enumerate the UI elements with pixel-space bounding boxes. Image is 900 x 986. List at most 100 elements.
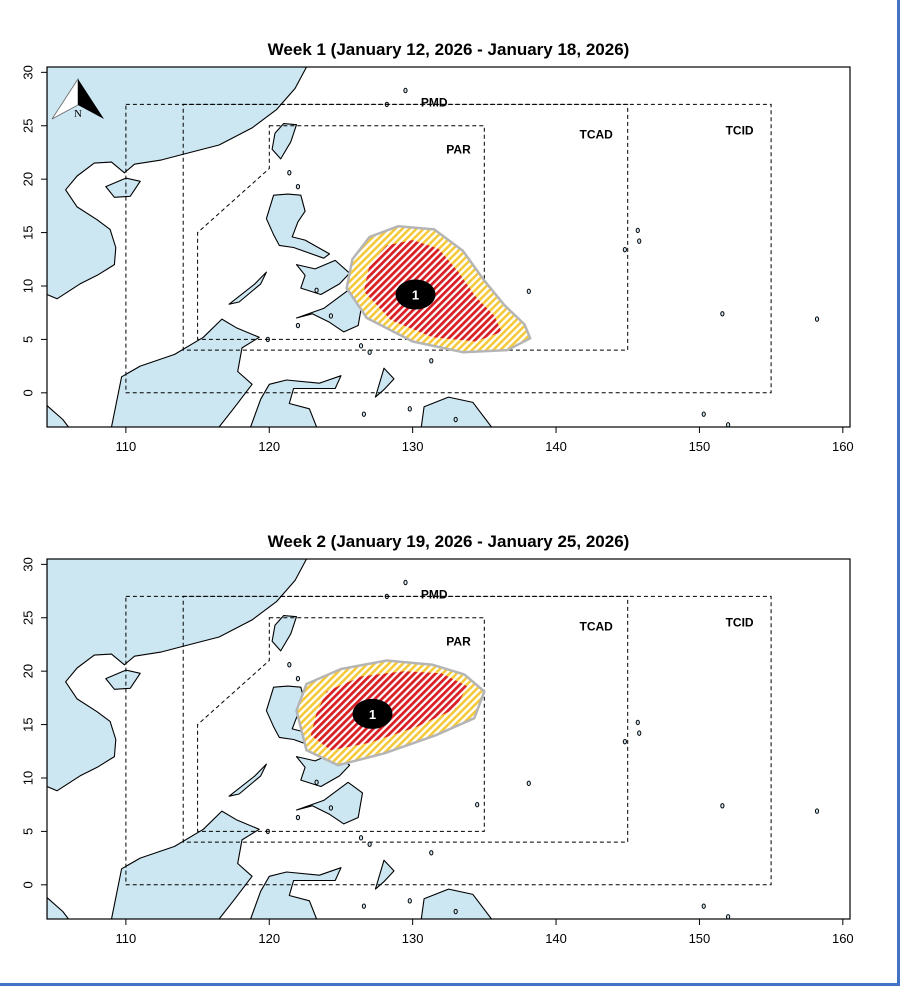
islet [726, 422, 731, 427]
y-tick-label: 30 [20, 65, 35, 79]
y-tick-label: 10 [20, 279, 35, 293]
islet [701, 903, 706, 909]
islet [361, 411, 366, 417]
islet [407, 898, 412, 904]
week-1-title: Week 1 (January 12, 2026 - January 18, 2… [267, 40, 630, 59]
islet [361, 903, 366, 909]
land-halmahera [374, 859, 395, 890]
x-tick-label: 130 [402, 931, 424, 946]
islet [720, 803, 725, 809]
land-visayas [295, 259, 351, 296]
tcad-label: TCAD [580, 128, 614, 142]
islet [814, 316, 820, 322]
par-boundary [197, 125, 485, 340]
tcid-label: TCID [726, 123, 754, 137]
week-1-panel: Week 1 (January 12, 2026 - January 18, 2… [0, 0, 900, 470]
land-sumatra [47, 405, 70, 427]
x-tick-label: 160 [832, 439, 854, 454]
land-hainan [105, 177, 141, 198]
islet [295, 814, 301, 821]
islet [295, 183, 301, 190]
y-tick-label: 25 [20, 611, 35, 625]
land-palawan [228, 271, 267, 305]
land-borneo [110, 810, 260, 919]
tcad-boundary [182, 595, 629, 843]
land-asia [47, 559, 308, 792]
land-halmahera [374, 367, 395, 398]
islet [328, 805, 334, 811]
land-taiwan [271, 123, 298, 160]
x-tick-label: 150 [689, 931, 711, 946]
islet [287, 170, 292, 176]
tcid-label: TCID [726, 615, 754, 629]
islet [526, 288, 531, 295]
islet [295, 322, 301, 329]
islet [635, 227, 640, 234]
land-asia [47, 67, 308, 300]
y-tick-label: 5 [20, 336, 35, 343]
land-borneo [110, 318, 260, 427]
par-label: PAR [446, 143, 471, 157]
x-tick-label: 150 [689, 439, 711, 454]
islet [637, 238, 642, 244]
x-tick-label: 120 [258, 439, 280, 454]
y-tick-label: 0 [20, 389, 35, 396]
islet [403, 579, 408, 586]
islet [314, 287, 319, 293]
islet [720, 311, 725, 317]
islet [453, 416, 458, 423]
map-content: 1 PMD TCAD TCID PAR [47, 559, 820, 919]
islet [726, 914, 731, 919]
y-tick-label: 15 [20, 225, 35, 239]
islet [429, 358, 434, 364]
y-tick-label: 30 [20, 557, 35, 571]
y-tick-label: 20 [20, 664, 35, 678]
islet [403, 87, 408, 94]
land-luzon [265, 193, 331, 259]
plot-frame [46, 558, 851, 920]
y-tick-label: 5 [20, 828, 35, 835]
x-tick-label: 110 [115, 931, 136, 946]
plot-frame [46, 66, 851, 428]
north-arrow-label: N [74, 108, 82, 120]
map-content: 1 PMD TCAD TCID PAR [47, 67, 820, 427]
islet [814, 808, 820, 814]
islet [328, 313, 334, 319]
land-sulawesi [250, 375, 342, 427]
islet [637, 730, 642, 736]
pmd-label: PMD [421, 96, 448, 110]
islet [358, 835, 364, 841]
islet [295, 675, 301, 682]
islet [429, 850, 434, 856]
islet [622, 738, 627, 745]
tc-marker [352, 698, 393, 729]
islet [453, 908, 458, 915]
pmd-label: PMD [421, 588, 448, 602]
islet [367, 841, 372, 847]
islet [475, 801, 480, 808]
islet [314, 779, 319, 785]
land-hainan [105, 669, 141, 690]
islet [287, 662, 292, 668]
land-new-guinea [420, 888, 493, 919]
land-sumatra [47, 897, 70, 919]
y-tick-label: 10 [20, 771, 35, 785]
islet [635, 719, 640, 726]
y-tick-label: 20 [20, 172, 35, 186]
tc-label: 1 [369, 707, 376, 722]
week-2-title: Week 2 (January 19, 2026 - January 25, 2… [267, 532, 630, 551]
islet [358, 343, 364, 349]
tcad-boundary [182, 103, 629, 351]
islet [407, 406, 412, 412]
north-arrow-dark-half [78, 79, 104, 119]
tc-label: 1 [412, 288, 419, 303]
islet [367, 349, 372, 355]
x-tick-label: 110 [115, 439, 136, 454]
par-label: PAR [446, 635, 471, 649]
land-taiwan [271, 615, 298, 652]
north-arrow-icon: N [51, 77, 104, 120]
islet [526, 780, 531, 787]
